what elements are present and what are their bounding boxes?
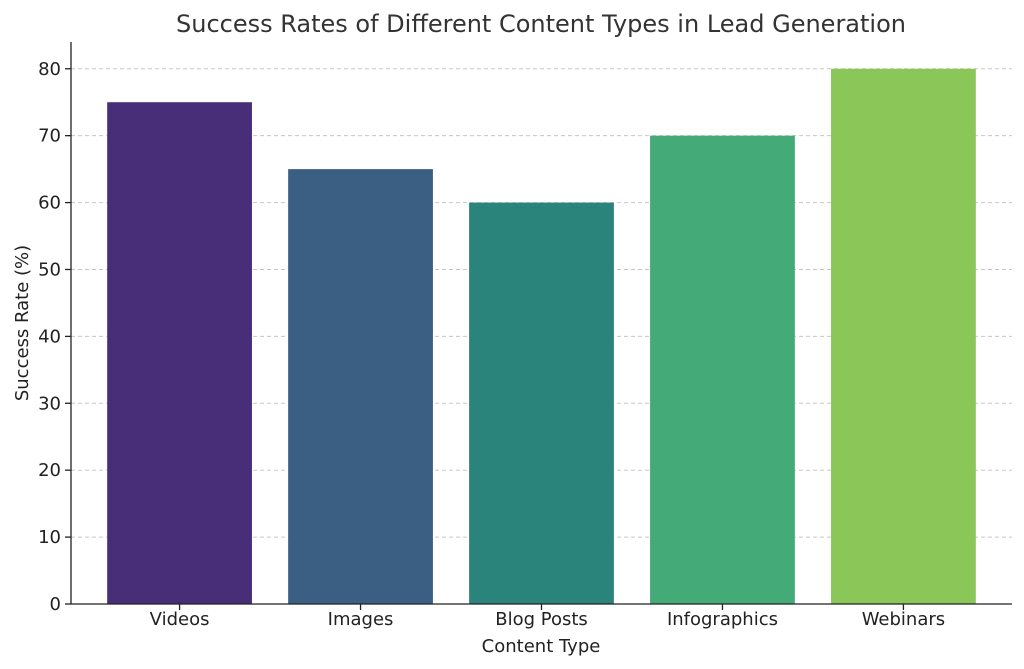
y-axis-label: Success Rate (%) — [12, 245, 33, 401]
y-tick-label: 10 — [38, 527, 61, 548]
y-tick-label: 80 — [38, 59, 61, 80]
y-tick-label: 30 — [38, 393, 61, 414]
y-ticks: 0 10 20 30 40 50 60 70 80 — [38, 59, 71, 615]
y-tick-label: 0 — [50, 594, 61, 615]
y-tick-label: 70 — [38, 126, 61, 147]
y-tick-label: 40 — [38, 326, 61, 347]
bar-videos — [107, 102, 252, 604]
chart-title: Success Rates of Different Content Types… — [176, 10, 906, 38]
y-tick-label: 60 — [38, 193, 61, 214]
x-tick-label-blog-posts: Blog Posts — [495, 609, 588, 630]
bar-blog-posts — [469, 202, 614, 605]
bar-infographics — [650, 135, 795, 604]
x-tick-label-infographics: Infographics — [667, 609, 778, 630]
bars — [107, 68, 976, 605]
y-tick-label: 50 — [38, 259, 61, 280]
y-tick-label: 20 — [38, 460, 61, 481]
x-tick-label-images: Images — [328, 609, 394, 630]
bar-images — [288, 169, 433, 604]
x-tick-label-webinars: Webinars — [862, 609, 945, 630]
bar-webinars — [831, 68, 976, 604]
x-tick-label-videos: Videos — [150, 609, 210, 630]
x-ticks: Videos Images Blog Posts Infographics Webina… — [150, 604, 945, 630]
x-axis-label: Content Type — [482, 636, 601, 657]
